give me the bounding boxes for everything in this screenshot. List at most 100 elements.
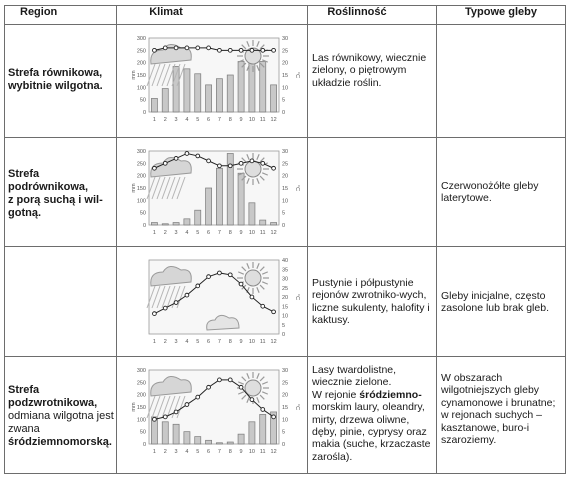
table-column-divider <box>436 5 437 474</box>
right-tick-label: 0 <box>282 110 285 116</box>
temperature-point <box>184 45 190 51</box>
month-label: 11 <box>260 117 266 123</box>
month-label: 4 <box>185 339 188 345</box>
temperature-point <box>271 47 276 53</box>
soils-cell: Gleby inicjalne, często zasolone lub bra… <box>441 290 549 315</box>
right-tick-label: 30 <box>282 368 288 374</box>
precip-bar <box>216 442 223 445</box>
header-vegetation: Roślinność <box>327 6 387 18</box>
region-name-bold: śródziemnomorską. <box>8 436 112 448</box>
temperature-point <box>162 160 168 166</box>
region-line-normal: z porą <box>8 194 44 206</box>
month-label: 7 <box>218 449 221 455</box>
month-label: 2 <box>164 230 167 236</box>
precip-bar <box>270 411 277 445</box>
left-tick-label: 200 <box>137 393 146 399</box>
right-unit-label: °C <box>294 294 300 300</box>
precip-bar <box>270 84 277 113</box>
table-column-divider <box>116 5 117 474</box>
temperature-point <box>249 158 255 164</box>
sun-icon <box>237 153 269 185</box>
right-tick-label: 10 <box>282 417 288 423</box>
right-tick-label: 20 <box>282 174 288 180</box>
cloud-icon <box>206 314 240 331</box>
climate-chart: 300 250 200 150 100 50 0 mm 30 25 20 15 10 5 0 °C 1 2 3 4 5 6… <box>125 362 303 462</box>
right-tick-label: 10 <box>282 198 288 204</box>
precip-bar <box>226 74 234 113</box>
table-column-divider <box>307 5 308 474</box>
region-line: Strefa <box>8 168 40 180</box>
table-border-left <box>4 5 5 474</box>
region-cell-subequatorial: Strefa podrównikowa, z porą suchą i wil-… <box>8 168 114 220</box>
month-label: 5 <box>196 339 199 345</box>
right-tick-label: 30 <box>282 36 288 42</box>
region-line: gotną. <box>8 207 41 219</box>
right-tick-label: 15 <box>282 405 288 411</box>
temperature-point <box>238 47 244 53</box>
table-border-top <box>4 5 566 6</box>
left-tick-label: 200 <box>137 61 146 67</box>
left-unit-label: mm <box>131 183 137 193</box>
temperature-point <box>227 377 233 383</box>
region-note: odmiana wilgotna jest zwana <box>8 410 114 435</box>
region-cell-equatorial: Strefa równikowa, wybitnie wilgotna. <box>8 67 114 93</box>
month-label: 8 <box>229 449 232 455</box>
month-label: 11 <box>260 339 266 345</box>
right-tick-label: 5 <box>282 323 285 329</box>
temperature-point <box>238 281 244 287</box>
temperature-point <box>152 311 157 316</box>
month-label: 3 <box>175 230 178 236</box>
left-tick-label: 0 <box>143 223 146 229</box>
temperature-point <box>227 272 233 278</box>
left-tick-label: 150 <box>137 73 146 79</box>
region-name: Strefa podzwrotnikowa, <box>8 384 98 409</box>
precip-bar <box>226 441 234 445</box>
month-label: 7 <box>218 117 221 123</box>
precip-bar <box>205 84 212 113</box>
temperature-point <box>162 414 168 420</box>
temperature-point <box>260 47 266 53</box>
temperature-point <box>227 163 233 169</box>
right-tick-label: 20 <box>282 61 288 67</box>
precip-bar <box>172 66 180 113</box>
precip-bar <box>226 153 234 226</box>
left-tick-label: 200 <box>137 174 146 180</box>
vegetation-text-bold: śródziemno- <box>359 388 422 401</box>
right-tick-label: 25 <box>282 286 288 292</box>
temperature-point <box>217 270 222 276</box>
precip-bar <box>161 223 169 226</box>
vegetation-line: Lasy twardolistne, wiecznie zielone. <box>312 364 397 389</box>
vegetation-cell: Las równikowy, wiecznie zielony, o piętr… <box>312 52 427 89</box>
soils-cell: Czerwonożółte gleby laterytowe. <box>441 180 539 205</box>
temperature-point <box>217 377 222 383</box>
month-label: 11 <box>260 230 266 236</box>
right-tick-label: 0 <box>282 442 285 448</box>
left-tick-label: 50 <box>140 430 146 436</box>
month-label: 6 <box>207 117 210 123</box>
precip-bar <box>151 222 158 226</box>
temperature-point <box>227 47 233 53</box>
temperature-point <box>162 45 168 51</box>
temperature-point <box>260 160 266 166</box>
rain-cloud-icon <box>146 44 192 87</box>
left-tick-label: 300 <box>137 368 146 374</box>
region-cell-subtropical: Strefa podzwrotnikowa, odmiana wilgotna … <box>8 384 114 449</box>
right-unit-label: °C <box>294 185 300 191</box>
left-tick-label: 150 <box>137 186 146 192</box>
temperature-point <box>238 160 244 166</box>
left-tick-label: 250 <box>137 161 146 167</box>
temperature-point <box>249 294 255 300</box>
month-label: 3 <box>175 117 178 123</box>
left-unit-label: mm <box>131 402 137 412</box>
right-tick-label: 25 <box>282 380 288 386</box>
temperature-point <box>271 414 276 420</box>
precip-bar <box>205 439 212 445</box>
table-row-divider <box>4 246 566 247</box>
vegetation-cell: Lasy twardolistne, wiecznie zielone. W r… <box>312 364 432 463</box>
month-label: 9 <box>240 230 243 236</box>
left-unit-label: mm <box>131 70 137 80</box>
table-border-bottom <box>4 473 566 474</box>
region-line: z porą suchą i wil- <box>8 194 114 207</box>
month-label: 12 <box>271 230 277 236</box>
